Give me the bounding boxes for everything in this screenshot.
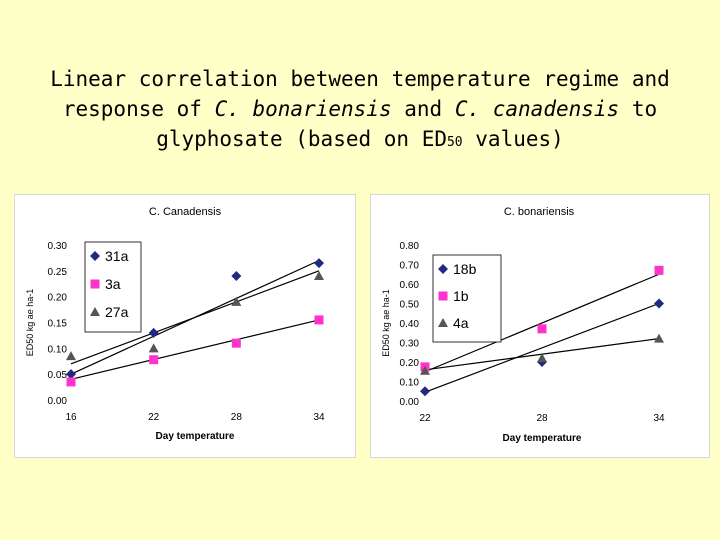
legend-label: 3a (105, 276, 121, 292)
y-tick-label: 0.70 (400, 261, 420, 272)
title-subscript: 50 (446, 135, 463, 150)
legend-marker-3a (90, 279, 100, 289)
chart-title: C. Canadensis (149, 206, 222, 218)
data-point-4a (654, 333, 664, 343)
y-tick-label: 0.10 (400, 378, 420, 389)
x-tick-label: 22 (148, 412, 160, 423)
data-point-18b (654, 298, 664, 309)
chart-bonariensis: C. bonariensis 0.00 0.10 0.20 0.30 0.40 0.50 0.… (381, 206, 665, 444)
title-line-2-part-a: response of (62, 97, 215, 121)
y-tick-label: 0.00 (400, 397, 420, 408)
y-tick-label: 0.30 (400, 339, 420, 350)
x-axis-label: Day temperature (156, 431, 235, 442)
x-tick-label: 34 (653, 413, 665, 424)
y-tick-label: 0.40 (400, 319, 420, 330)
data-point-1b (654, 265, 664, 275)
data-point-3a (66, 377, 76, 387)
data-point-31a (231, 271, 242, 281)
trend-line-1b (424, 273, 660, 373)
y-tick-label: 0.30 (48, 241, 68, 252)
title-line-2-part-c: and (391, 97, 455, 121)
title-species-canadensis: C. canadensis (454, 97, 620, 121)
x-tick-label: 16 (65, 412, 77, 423)
x-tick-label: 28 (231, 412, 243, 423)
data-point-18b (420, 386, 430, 397)
title-line-2: response of C. bonariensis and C. canade… (20, 94, 700, 124)
data-point-31a (314, 258, 324, 269)
title-line-3-part-a: glyphosate (based on ED (156, 127, 447, 151)
legend-label: 1b (453, 288, 469, 304)
legend-label: 27a (105, 304, 129, 320)
title-line-2-part-e: to (619, 97, 658, 121)
x-tick-label: 22 (419, 413, 431, 424)
legend-marker-31a (90, 251, 100, 261)
x-axis-label: Day temperature (503, 433, 582, 444)
y-axis-label: ED50 kg ae ha-1 (25, 289, 35, 357)
chart-panel-bonariensis: C. bonariensis 0.00 0.10 0.20 0.30 0.40 0.50 0.… (370, 194, 710, 458)
data-point-3a (314, 315, 324, 325)
legend-label: 18b (453, 261, 477, 277)
y-tick-label: 0.10 (48, 344, 68, 355)
trend-line-18b (424, 302, 660, 393)
data-point-1b (537, 324, 547, 334)
data-point-27a (148, 343, 159, 353)
chart-title: C. bonariensis (504, 206, 575, 218)
data-point-31a (66, 369, 76, 380)
y-tick-label: 0.20 (48, 293, 68, 304)
data-point-3a (231, 338, 241, 348)
y-axis-label: ED50 kg ae ha-1 (381, 289, 391, 357)
legend-marker-27a (90, 307, 100, 316)
title-line-3: glyphosate (based on ED50 values) (20, 124, 700, 158)
legend-marker-1b (438, 291, 448, 301)
y-tick-label: 0.05 (48, 370, 68, 381)
legend-marker-18b (438, 264, 448, 274)
y-tick-label: 0.20 (400, 358, 420, 369)
data-point-31a (148, 327, 159, 338)
x-tick-label: 34 (313, 412, 325, 423)
y-tick-label: 0.25 (48, 267, 68, 278)
data-point-4a (420, 365, 430, 375)
data-point-4a (537, 353, 547, 363)
trend-line-3a (70, 319, 320, 380)
slide-title: Linear correlation between temperature r… (20, 64, 700, 158)
title-line-1: Linear correlation between temperature r… (20, 64, 700, 94)
title-line-3-part-b: values) (462, 127, 564, 151)
title-species-bonariensis: C. bonariensis (214, 97, 392, 121)
x-tick-label: 28 (536, 413, 548, 424)
y-tick-label: 0.60 (400, 280, 420, 291)
data-point-3a (149, 355, 159, 365)
data-point-27a (66, 351, 76, 361)
y-tick-label: 0.15 (48, 319, 68, 330)
chart-panel-canadensis: C. Canadensis 0.00 0.05 0.10 0.15 0.20 0.25 0.3… (14, 194, 356, 458)
y-tick-label: 0.50 (400, 300, 420, 311)
legend-label: 4a (453, 315, 469, 331)
chart-canadensis: C. Canadensis 0.00 0.05 0.10 0.15 0.20 0.25 0.3… (25, 206, 325, 442)
legend-marker-4a (438, 318, 448, 327)
legend-label: 31a (105, 248, 129, 264)
y-tick-label: 0.80 (400, 241, 420, 252)
trend-line-27a (70, 270, 320, 365)
data-point-27a (314, 271, 324, 280)
y-tick-label: 0.00 (48, 396, 68, 407)
title-line-1-text: Linear correlation between temperature r… (50, 67, 670, 91)
data-point-27a (231, 296, 242, 306)
